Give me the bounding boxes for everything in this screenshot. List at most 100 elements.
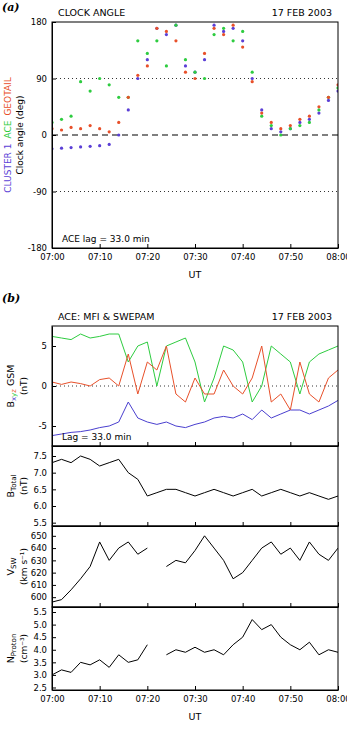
y-axis-line bbox=[52, 527, 53, 608]
y-tick: 2.5 bbox=[33, 683, 56, 693]
y-tick: 600 bbox=[31, 592, 56, 602]
annotation: Lag = 33.0 min bbox=[62, 432, 131, 442]
y-tick: 3.0 bbox=[33, 670, 56, 680]
grid-line bbox=[52, 134, 338, 135]
x-tick: 07:00 bbox=[40, 686, 65, 704]
point bbox=[69, 126, 72, 129]
point bbox=[108, 83, 111, 86]
panel-label: (a) bbox=[2, 1, 20, 14]
point bbox=[251, 71, 254, 74]
point bbox=[289, 127, 292, 130]
y-tick: 610 bbox=[31, 580, 56, 590]
point bbox=[127, 96, 130, 99]
y-tick-label: 6.5 bbox=[33, 485, 47, 495]
plot-frame bbox=[52, 446, 338, 526]
point bbox=[146, 64, 149, 67]
x-axis-title: UT bbox=[189, 269, 202, 280]
y-axis: -505 bbox=[39, 327, 56, 447]
x-tick-mark bbox=[243, 603, 244, 607]
point bbox=[193, 71, 196, 74]
point bbox=[298, 124, 301, 127]
y-tick-mark bbox=[52, 548, 56, 549]
point bbox=[327, 99, 330, 102]
subtitle: 17 FEB 2003 bbox=[272, 7, 332, 18]
point bbox=[327, 96, 330, 99]
point bbox=[127, 108, 130, 111]
x-axis-title: UT bbox=[189, 711, 202, 722]
plot-area bbox=[52, 334, 338, 436]
x-tick bbox=[338, 522, 339, 526]
y-tick-mark bbox=[52, 489, 56, 490]
x-tick bbox=[195, 603, 196, 607]
point bbox=[212, 24, 215, 27]
y-tick-label: 4.5 bbox=[33, 632, 47, 642]
point bbox=[289, 127, 292, 130]
x-tick bbox=[100, 442, 101, 446]
point bbox=[270, 121, 273, 124]
figure: -180-9009018007:0007:1007:2007:3007:4007… bbox=[0, 0, 347, 731]
x-tick-mark bbox=[100, 686, 101, 690]
point bbox=[298, 118, 301, 121]
y-axis-line bbox=[52, 608, 53, 691]
y-axis-line bbox=[52, 447, 53, 527]
point bbox=[260, 111, 263, 114]
x-tick bbox=[290, 603, 291, 607]
point bbox=[60, 147, 63, 150]
y-axis: 2.53.03.54.04.55.05.5 bbox=[33, 607, 56, 692]
x-tick-mark bbox=[290, 244, 291, 248]
y-axis-subscript: SW bbox=[10, 557, 18, 568]
y-tick-label: 180 bbox=[31, 17, 47, 27]
x-tick-mark bbox=[147, 603, 148, 607]
x-tick-mark bbox=[52, 686, 53, 690]
y-tick-label: 610 bbox=[31, 580, 47, 590]
point bbox=[212, 27, 215, 30]
point bbox=[108, 143, 111, 146]
x-tick-mark bbox=[147, 522, 148, 526]
y-tick-mark bbox=[52, 585, 56, 586]
y-tick-mark bbox=[52, 346, 56, 347]
point bbox=[174, 24, 177, 27]
x-tick-label: 08:00 bbox=[326, 694, 347, 704]
x-tick bbox=[195, 522, 196, 526]
plot-area bbox=[52, 536, 338, 602]
y-tick-mark bbox=[52, 560, 56, 561]
y-tick-label: 640 bbox=[31, 543, 47, 553]
x-tick-mark bbox=[243, 522, 244, 526]
y-tick-label: 4.0 bbox=[33, 645, 47, 655]
x-tick bbox=[52, 603, 53, 607]
x-axis-line bbox=[53, 248, 339, 249]
y-tick: 630 bbox=[31, 556, 56, 566]
y-tick-mark bbox=[52, 506, 56, 507]
x-tick-label: 08:00 bbox=[326, 252, 347, 262]
x-axis-line bbox=[53, 690, 339, 691]
x-tick bbox=[52, 522, 53, 526]
y-axis-title: Clock angle (deg) bbox=[15, 95, 25, 174]
x-tick-mark bbox=[338, 442, 339, 446]
point bbox=[251, 77, 254, 80]
y-tick-mark bbox=[52, 662, 56, 663]
point bbox=[136, 77, 139, 80]
y-tick: 6.0 bbox=[33, 501, 56, 511]
annotation: ACE lag = 33.0 min bbox=[62, 234, 150, 244]
point bbox=[98, 77, 101, 80]
point bbox=[184, 71, 187, 74]
y-axis-subscript: Total bbox=[10, 475, 18, 492]
point bbox=[117, 133, 120, 136]
legend-entry: z bbox=[10, 389, 18, 393]
grid-line bbox=[52, 191, 338, 192]
series-line bbox=[52, 334, 338, 402]
point bbox=[136, 74, 139, 77]
y-tick-mark bbox=[52, 650, 56, 651]
x-tick bbox=[100, 603, 101, 607]
point bbox=[212, 33, 215, 36]
y-tick-mark bbox=[52, 192, 56, 193]
point bbox=[222, 30, 225, 33]
y-axis-title: NProton bbox=[5, 634, 18, 664]
point bbox=[317, 111, 320, 114]
point bbox=[317, 105, 320, 108]
y-tick-mark bbox=[52, 625, 56, 626]
y-tick-label: 0 bbox=[42, 130, 47, 140]
point bbox=[127, 96, 130, 99]
point bbox=[327, 96, 330, 99]
x-tick-label: 07:00 bbox=[40, 252, 65, 262]
